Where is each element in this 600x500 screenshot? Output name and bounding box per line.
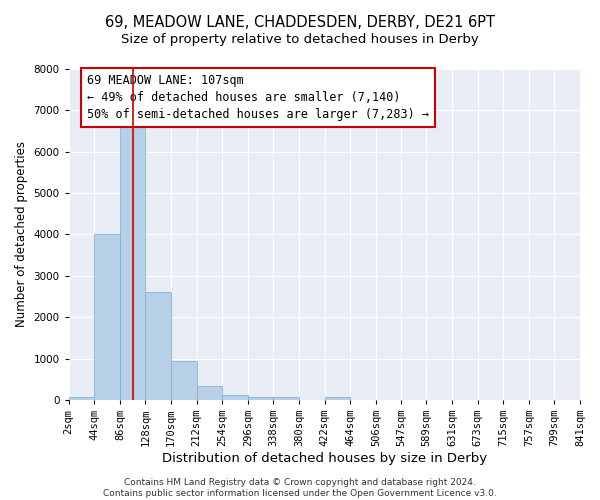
Bar [274,398,299,400]
Bar [94,234,120,400]
Bar [145,292,171,400]
Text: 69, MEADOW LANE, CHADDESDEN, DERBY, DE21 6PT: 69, MEADOW LANE, CHADDESDEN, DERBY, DE21… [105,15,495,30]
Bar [171,360,197,400]
Text: Size of property relative to detached houses in Derby: Size of property relative to detached ho… [121,32,479,46]
Bar [197,386,222,400]
Bar [248,396,274,400]
Text: Contains HM Land Registry data © Crown copyright and database right 2024.
Contai: Contains HM Land Registry data © Crown c… [103,478,497,498]
Text: 69 MEADOW LANE: 107sqm
← 49% of detached houses are smaller (7,140)
50% of semi-: 69 MEADOW LANE: 107sqm ← 49% of detached… [86,74,428,121]
Bar [325,398,350,400]
Bar [222,394,248,400]
Y-axis label: Number of detached properties: Number of detached properties [15,142,28,328]
Bar [69,396,94,400]
Bar [120,127,145,400]
X-axis label: Distribution of detached houses by size in Derby: Distribution of detached houses by size … [162,452,487,465]
